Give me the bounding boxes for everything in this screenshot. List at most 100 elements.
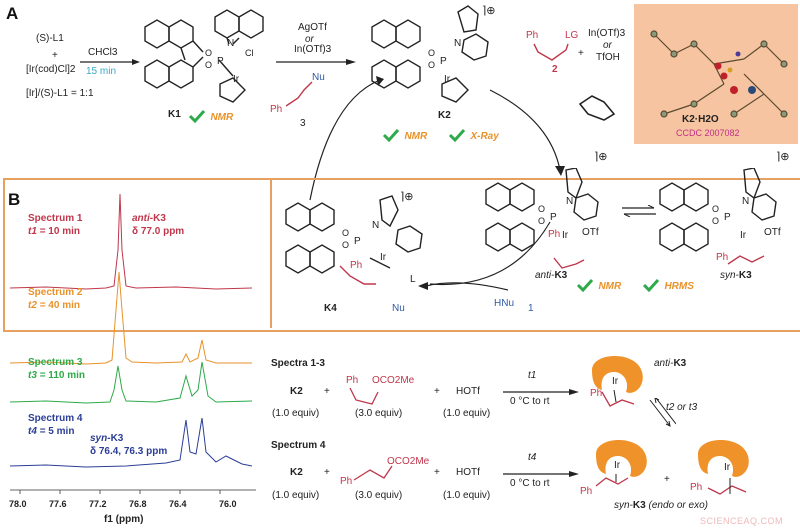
arrow-icon	[503, 471, 579, 477]
k2-nmr-check: NMR	[382, 126, 427, 144]
syn-k3-otf: OTf	[764, 227, 781, 238]
anti-ph: Ph	[590, 388, 603, 399]
allyl-fragment	[601, 390, 635, 407]
row1-k2-equiv: (1.0 equiv)	[272, 408, 320, 419]
agotf-label: AgOTf	[298, 22, 327, 33]
or-label: or	[305, 34, 314, 45]
svg-text:N: N	[454, 38, 461, 49]
checkmark-icon	[188, 109, 206, 123]
k2-structure: O O P N Ir	[371, 5, 489, 103]
watermark: SCIENCEAQ.COM	[700, 516, 784, 526]
panel-b-frame-inner	[3, 178, 272, 328]
svg-text:N: N	[742, 196, 749, 207]
checkmark-icon	[642, 278, 660, 292]
checkmark-icon	[382, 128, 400, 142]
svg-text:P: P	[724, 212, 731, 223]
row2-k2: K2	[290, 467, 303, 478]
row2-acid-equiv: (1.0 equiv)	[443, 490, 491, 501]
panel-a-label: A	[6, 4, 19, 23]
row2-k2-equiv: (1.0 equiv)	[272, 490, 320, 501]
k2-charge: ⌉⊕	[482, 5, 496, 17]
k1-structure: O O P N Ir Cl	[144, 9, 264, 103]
svg-text:O: O	[342, 240, 349, 250]
svg-text:O: O	[205, 48, 212, 58]
row1-sub-equiv: (3.0 equiv)	[355, 408, 403, 419]
k4-charge: ⌉⊕	[400, 191, 414, 203]
svg-text:O: O	[712, 216, 719, 226]
x-tick: 77.2	[89, 499, 107, 509]
ligand-cartoon-icon	[698, 440, 749, 477]
x-tick: 76.4	[169, 499, 187, 509]
spectrum-1-label: Spectrum 1 t1 = 10 min	[28, 213, 83, 237]
anti-k3-structure: O O P N Ir	[485, 168, 599, 269]
xray-label: K2·H2O	[682, 114, 719, 125]
svg-text:O: O	[712, 204, 719, 214]
syn-k3-product-label: syn-K3 (endo or exo)	[614, 500, 708, 511]
plus-sign: +	[324, 386, 330, 397]
svg-text:N: N	[372, 220, 379, 231]
syn-k3-charge: ⌉⊕	[776, 151, 790, 163]
time-label: 15 min	[86, 66, 117, 77]
ir-label: Ir	[614, 460, 621, 471]
x-tick: 78.0	[9, 499, 27, 509]
syn-k3-peak-label: syn-K3 δ 76.4, 76.3 ppm	[90, 433, 168, 457]
syn-k3-label: syn-K3	[720, 270, 752, 281]
ir-label: Ir	[724, 462, 731, 473]
row1-cond: 0 °C to rt	[510, 396, 550, 407]
row1-acid-equiv: (1.0 equiv)	[443, 408, 491, 419]
row1-time: t1	[528, 370, 537, 381]
row2-sub-equiv: (3.0 equiv)	[355, 490, 403, 501]
equilibrium-arrow-icon	[649, 398, 676, 427]
ligand-cartoon-icon	[596, 440, 647, 477]
ph-label: Ph	[270, 104, 283, 115]
row1-acid: HOTf	[456, 386, 480, 397]
x-tick: 77.6	[49, 499, 67, 509]
row2-substrate-chain	[353, 465, 393, 481]
allyl-fragment	[707, 478, 747, 495]
cod-ligand-icon	[578, 95, 616, 121]
k1-nmr-check: NMR	[188, 107, 233, 125]
arrow-icon	[418, 282, 508, 291]
plus-sign: +	[578, 48, 584, 59]
svg-text:P: P	[550, 212, 557, 223]
row2-cond: 0 °C to rt	[510, 478, 550, 489]
x-axis-label: f1 (ppm)	[104, 514, 144, 525]
ccdc-number: CCDC 2007082	[676, 128, 740, 138]
x-tick: 76.0	[219, 499, 237, 509]
ratio-label: [Ir]/(S)-L1 = 1:1	[26, 88, 94, 99]
arrow-icon	[276, 59, 356, 65]
row1-title: Spectra 1-3	[271, 358, 325, 369]
nucleophile-number: 1	[528, 303, 534, 314]
k4-ph: Ph	[350, 260, 363, 271]
syn-k3-structure: O O P N Ir	[659, 168, 777, 265]
anti-k3-product-label: anti-K3	[654, 358, 687, 369]
acid-inotf: In(OTf)3	[588, 28, 626, 39]
k4-structure: O O P N Ir	[285, 195, 423, 285]
svg-text:O: O	[205, 60, 212, 70]
xray-structure-panel: K2·H2O CCDC 2007082	[634, 4, 798, 144]
row2-sub-ph: Ph	[340, 476, 353, 487]
svg-text:Ir: Ir	[562, 230, 569, 241]
plus-sign: +	[434, 467, 440, 478]
anti-k3-hrms-check: HRMS	[642, 276, 694, 294]
equilibrium-arrow-icon	[622, 205, 656, 217]
nu-label: Nu	[312, 72, 325, 83]
row1-sub-group: OCO2Me	[372, 375, 415, 386]
substrate-lg: LG	[565, 30, 579, 41]
svg-text:P: P	[217, 56, 224, 67]
row2-time: t4	[528, 452, 537, 463]
row1-sub-ph: Ph	[346, 375, 359, 386]
k2-xray-check: X-Ray	[448, 126, 499, 144]
iridium-precursor: [Ir(cod)Cl]2	[26, 64, 76, 75]
svg-text:O: O	[342, 228, 349, 238]
k1-label: K1	[168, 109, 181, 120]
checkmark-icon	[576, 278, 594, 292]
svg-text:O: O	[538, 216, 545, 226]
or-label: or	[603, 40, 612, 51]
plus-sign: +	[52, 50, 58, 61]
row1-k2: K2	[290, 386, 303, 397]
panel-b-label: B	[8, 190, 21, 209]
nucleophile-label: HNu	[494, 298, 515, 309]
nmr-spectra-plot	[9, 193, 256, 494]
ir-label: Ir	[612, 376, 619, 387]
